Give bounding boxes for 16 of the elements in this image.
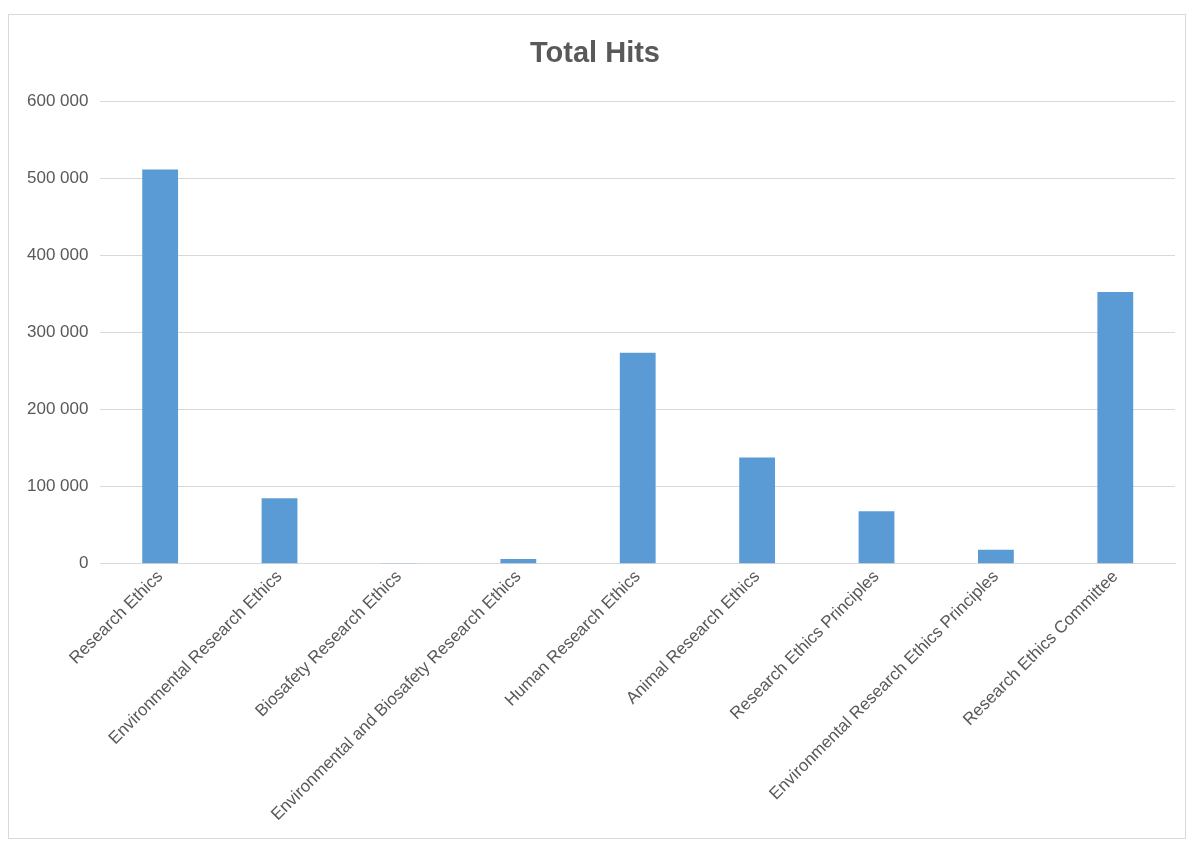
y-tick-label: 600 000 <box>27 91 89 111</box>
y-tick-label: 300 000 <box>27 322 89 342</box>
bar <box>978 549 1014 564</box>
bar <box>142 169 179 564</box>
bar <box>261 498 298 564</box>
bar <box>739 457 776 564</box>
bar <box>1097 291 1134 564</box>
chart-title: Total Hits <box>530 36 660 69</box>
y-tick-label: 200 000 <box>27 399 89 419</box>
y-tick-label: 0 <box>78 553 89 573</box>
bar <box>858 511 895 564</box>
y-tick-label: 100 000 <box>27 476 89 496</box>
bar <box>500 559 537 564</box>
y-tick-label: 500 000 <box>27 168 89 188</box>
y-tick-label: 400 000 <box>27 245 89 265</box>
bar <box>619 352 656 564</box>
